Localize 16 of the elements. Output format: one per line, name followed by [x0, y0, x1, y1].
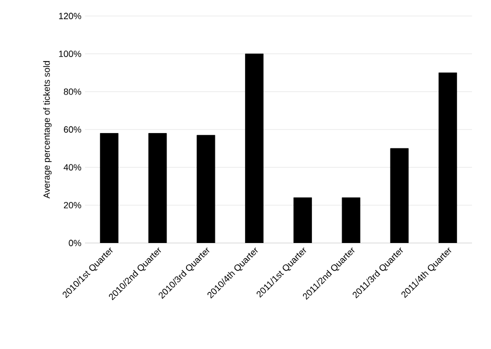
y-tick-label: 60%: [64, 126, 82, 133]
bar: [438, 72, 458, 244]
y-tick-label: 20%: [64, 202, 82, 208]
bar: [342, 197, 360, 244]
bar: [245, 54, 264, 244]
y-tick-label: 100%: [59, 50, 82, 58]
y-axis-title: Average percentage of tickets sold: [43, 61, 52, 198]
y-tick-label: 80%: [64, 88, 82, 95]
y-tick-label: 0%: [68, 240, 82, 246]
bar: [293, 197, 312, 244]
bar: [148, 133, 167, 244]
bar: [196, 134, 216, 244]
y-tick-label: 40%: [64, 164, 82, 171]
y-tick-label: 120%: [59, 12, 82, 20]
bar: [390, 148, 409, 244]
bar: [100, 133, 118, 244]
